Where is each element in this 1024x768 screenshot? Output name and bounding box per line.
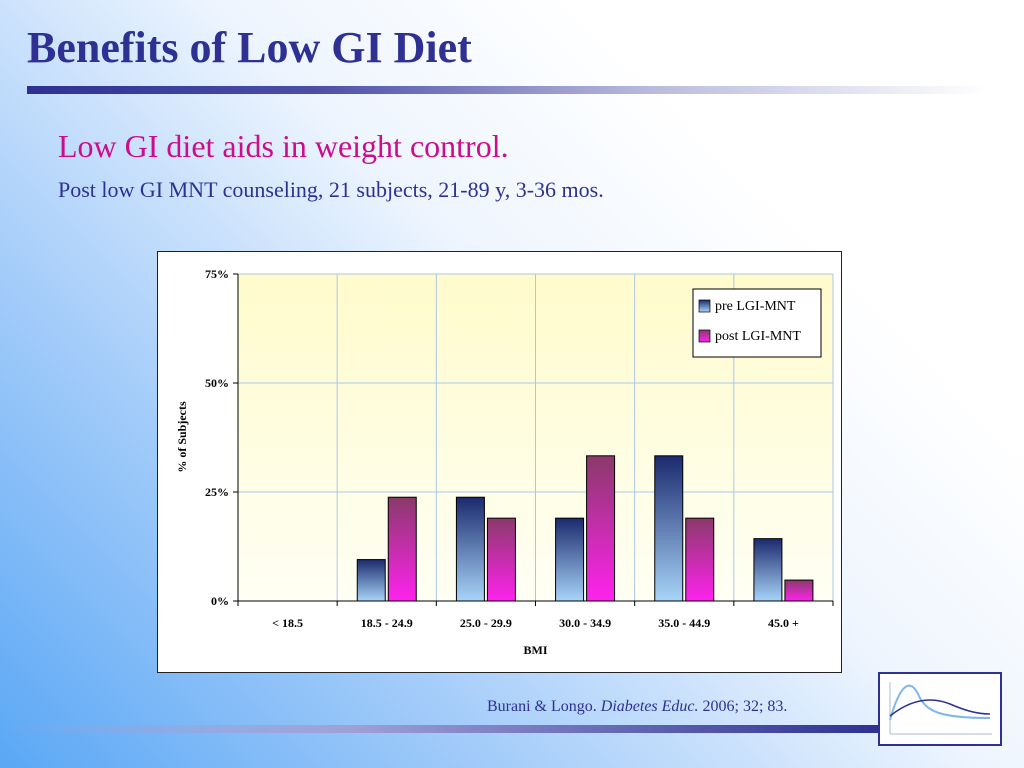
y-axis-label: % of Subjects (175, 401, 189, 473)
chart-container: 0% 25% 50% 75% < 18.5 18.5 - 24.9 25.0 - 29.9… (157, 251, 842, 673)
y-tick-label: 0% (211, 594, 229, 608)
legend-box (692, 288, 822, 358)
slide-subtitle: Low GI diet aids in weight control. (58, 128, 509, 164)
bar-post (387, 496, 417, 602)
bar-post (784, 579, 814, 602)
bar-pre (455, 496, 485, 602)
bar-pre (753, 538, 783, 602)
slide-subline: Post low GI MNT counseling, 21 subjects,… (58, 177, 604, 202)
citation-journal: Diabetes Educ. (600, 698, 699, 715)
citation-authors: Burani & Longo. (487, 698, 601, 715)
legend-swatch-post (698, 329, 711, 343)
bar-post (685, 517, 715, 602)
y-tick-label: 50% (205, 376, 229, 390)
x-tick-label: 18.5 - 24.9 (361, 616, 413, 630)
x-tick-label: 25.0 - 29.9 (460, 616, 512, 630)
chart-legend: pre LGI-MNT post LGI-MNT (692, 288, 822, 358)
citation: Burani & Longo. Diabetes Educ. 2006; 32;… (487, 698, 787, 716)
title-underline (27, 86, 987, 94)
x-tick-label: 35.0 - 44.9 (658, 616, 710, 630)
legend-label-pre: pre LGI-MNT (715, 299, 796, 314)
glycemic-curve-icon (889, 682, 992, 735)
bar-post (486, 517, 516, 602)
x-tick-label: 30.0 - 34.9 (559, 616, 611, 630)
x-axis-label: BMI (524, 643, 548, 657)
y-tick-label: 75% (205, 267, 229, 281)
x-tick-label: 45.0 + (768, 616, 799, 630)
citation-details: 2006; 32; 83. (698, 698, 788, 715)
bar-pre (555, 517, 585, 602)
x-tick-label: < 18.5 (272, 616, 303, 630)
footer-underline (0, 725, 878, 733)
axes (233, 273, 834, 606)
bar-post (586, 455, 616, 602)
x-tick-labels: < 18.5 18.5 - 24.9 25.0 - 29.9 30.0 - 34.9 3… (272, 616, 799, 630)
y-tick-labels: 0% 25% 50% 75% (205, 267, 229, 608)
legend-label-post: post LGI-MNT (715, 329, 801, 344)
y-tick-label: 25% (205, 485, 229, 499)
bar-chart: 0% 25% 50% 75% < 18.5 18.5 - 24.9 25.0 - 29.9… (175, 267, 834, 657)
bar-pre (356, 559, 386, 602)
legend-swatch-pre (698, 299, 711, 313)
slide-title: Benefits of Low GI Diet (27, 23, 472, 72)
bar-pre (654, 455, 684, 602)
bars (356, 455, 814, 602)
gi-curve-logo (878, 672, 1002, 746)
